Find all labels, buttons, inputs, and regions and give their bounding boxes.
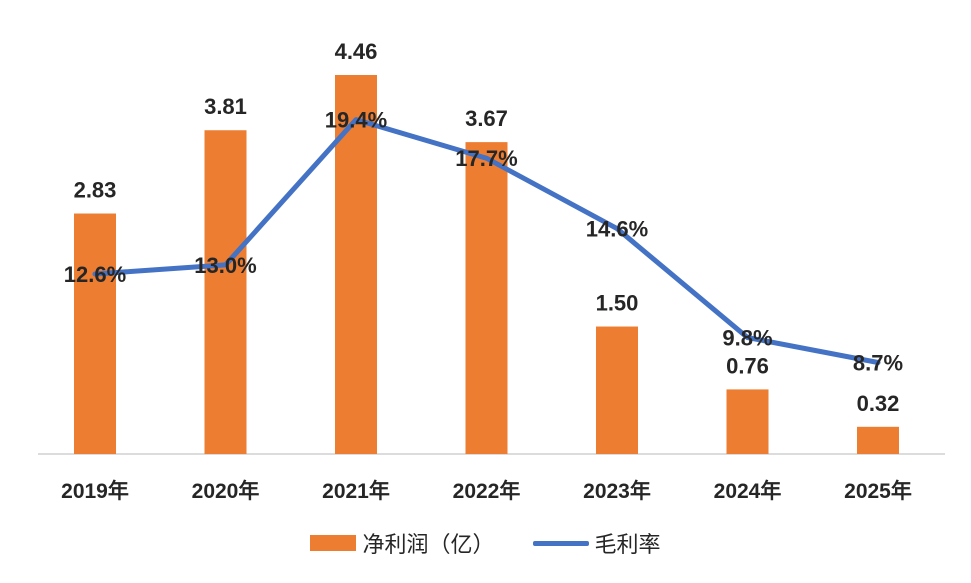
x-tick-label: 2019年 [61, 479, 129, 503]
x-tick-label: 2023年 [583, 479, 651, 503]
gross-margin-line [92, 117, 881, 366]
bar-value-label: 0.76 [726, 353, 769, 378]
margin-value-label: 12.6% [64, 262, 126, 287]
legend-swatch-line [532, 540, 589, 546]
legend-label-gross-margin: 毛利率 [594, 532, 661, 557]
bar-value-label: 0.32 [857, 391, 900, 416]
margin-value-label: 9.8% [722, 326, 772, 351]
legend-item-gross-margin: 毛利率 [532, 527, 661, 559]
margin-value-label: 19.4% [325, 108, 387, 133]
x-tick-label: 2025年 [844, 479, 912, 503]
margin-value-label: 14.6% [586, 217, 648, 242]
legend-label-net-profit: 净利润（亿） [362, 532, 495, 557]
bar-2020年 [204, 130, 247, 455]
x-tick-label: 2022年 [453, 479, 521, 503]
margin-value-label: 8.7% [853, 351, 903, 376]
x-tick-label: 2020年 [192, 479, 260, 503]
bar-value-label: 2.83 [74, 178, 117, 203]
bar-2022年 [465, 142, 508, 454]
legend-swatch-bar [310, 535, 357, 551]
legend-item-net-profit: 净利润（亿） [310, 527, 495, 559]
legend: 净利润（亿） 毛利率 [0, 525, 971, 561]
bar-value-label: 4.46 [335, 39, 378, 64]
chart: 2.83 3.81 4.46 3.67 1.50 0.76 0.32 12.6% 13.0% 19… [38, 39, 945, 503]
margin-value-label: 17.7% [455, 146, 517, 171]
bar-value-label: 1.50 [596, 291, 639, 316]
margin-value-label: 13.0% [194, 253, 256, 278]
bar-value-label: 3.81 [204, 94, 247, 119]
bar-2019年 [74, 213, 116, 454]
bar-2025年 [857, 426, 899, 454]
x-tick-label: 2021年 [322, 479, 390, 503]
bar-2024年 [726, 389, 769, 454]
x-tick-label: 2024年 [714, 479, 782, 503]
bar-value-label: 3.67 [465, 106, 508, 131]
bar-2023年 [596, 326, 638, 454]
